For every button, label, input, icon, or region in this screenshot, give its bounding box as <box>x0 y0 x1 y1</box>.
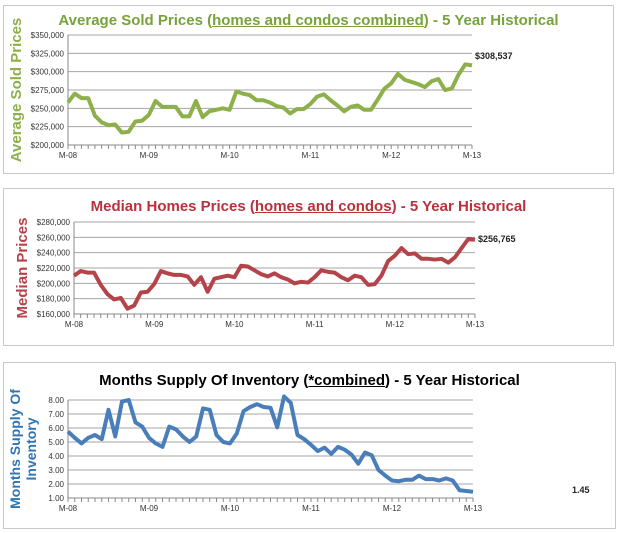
y-tick-label: $220,000 <box>37 264 71 273</box>
y-tick-label: $240,000 <box>37 249 71 258</box>
y-tick-label: 6.00 <box>48 424 64 433</box>
y-tick-label: $160,000 <box>37 310 71 319</box>
y-tick-label: 7.00 <box>48 410 64 419</box>
average-sold-prices-chart: Average Sold Prices (homes and condos co… <box>3 5 614 174</box>
y-tick-label: $260,000 <box>37 233 71 242</box>
chart-title: Median Homes Prices (homes and condos) -… <box>90 198 527 215</box>
x-tick-label: M-12 <box>383 504 402 513</box>
end-value-label: 1.45 <box>572 485 590 495</box>
y-tick-label: $250,000 <box>31 104 65 113</box>
chart-title: Average Sold Prices (homes and condos co… <box>58 12 559 29</box>
y-tick-label: $200,000 <box>31 141 65 150</box>
x-tick-label: M-08 <box>59 504 78 513</box>
x-tick-label: M-11 <box>302 151 320 160</box>
y-tick-label: 4.00 <box>48 452 64 461</box>
x-tick-label: M-09 <box>140 504 159 513</box>
x-tick-label: M-11 <box>306 320 324 329</box>
x-tick-label: M-13 <box>466 320 485 329</box>
y-tick-label: 2.00 <box>48 480 64 489</box>
x-tick-label: M-13 <box>463 151 482 160</box>
y-tick-label: $180,000 <box>37 295 71 304</box>
y-axis-title: Months Supply OfInventory <box>7 389 39 509</box>
y-axis-title: Median Prices <box>14 218 31 319</box>
end-value-label: $256,765 <box>478 234 516 244</box>
chart-title: Months Supply Of Inventory (*combined) -… <box>99 372 520 389</box>
series-line <box>66 394 474 494</box>
chart-svg: $200,000 $225,000 $250,000 $275,000 $300,000… <box>8 18 513 163</box>
x-tick-label: M-12 <box>386 320 405 329</box>
y-tick-label: $200,000 <box>37 279 71 288</box>
x-tick-label: M-10 <box>225 320 244 329</box>
months-supply-chart: Months Supply Of Inventory (*combined) -… <box>3 362 616 529</box>
end-value-label: $308,537 <box>475 51 513 61</box>
y-tick-label: 5.00 <box>48 438 64 447</box>
y-tick-label: $350,000 <box>31 31 65 40</box>
x-tick-label: M-11 <box>302 504 320 513</box>
y-tick-label: $300,000 <box>31 68 65 77</box>
y-tick-label: $225,000 <box>31 123 65 132</box>
median-prices-chart: Median Homes Prices (homes and condos) -… <box>3 188 614 346</box>
x-tick-label: M-08 <box>65 320 84 329</box>
x-tick-label: M-10 <box>220 151 239 160</box>
y-tick-label: 1.00 <box>48 494 64 503</box>
series-line <box>66 62 473 135</box>
x-tick-label: M-13 <box>464 504 483 513</box>
y-axis-title: Average Sold Prices <box>8 18 25 163</box>
y-tick-label: $280,000 <box>37 218 71 227</box>
y-tick-label: 3.00 <box>48 466 64 475</box>
x-tick-label: M-12 <box>382 151 401 160</box>
x-tick-label: M-09 <box>140 151 159 160</box>
x-tick-label: M-10 <box>221 504 240 513</box>
y-tick-label: $275,000 <box>31 86 65 95</box>
chart-svg: 1.00 2.00 3.00 4.00 5.00 6.00 7.00 8.00 M-08 M-09… <box>7 389 590 513</box>
y-tick-label: 8.00 <box>48 396 64 405</box>
x-tick-label: M-08 <box>59 151 78 160</box>
y-tick-label: $325,000 <box>31 49 65 58</box>
x-tick-label: M-09 <box>145 320 164 329</box>
chart-svg: $160,000 $180,000 $200,000 $220,000 $240,000… <box>14 218 516 329</box>
